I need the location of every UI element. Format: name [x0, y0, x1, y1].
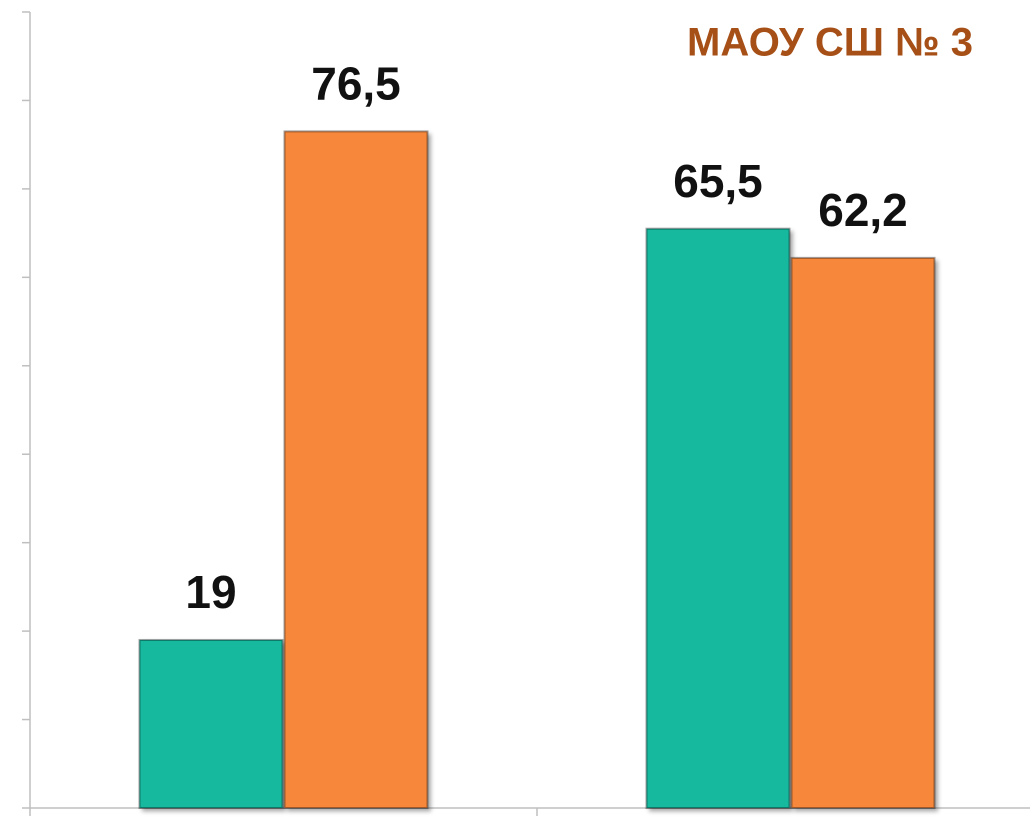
value-label: 76,5 [311, 58, 401, 110]
bar [138, 638, 284, 810]
bar [283, 130, 429, 809]
bar [790, 256, 936, 809]
value-label: 65,5 [673, 155, 763, 207]
value-label: 62,2 [818, 184, 908, 236]
value-label: 19 [185, 566, 236, 618]
bar [645, 227, 791, 809]
chart-title: МАОУ СШ № 3 [687, 21, 973, 65]
